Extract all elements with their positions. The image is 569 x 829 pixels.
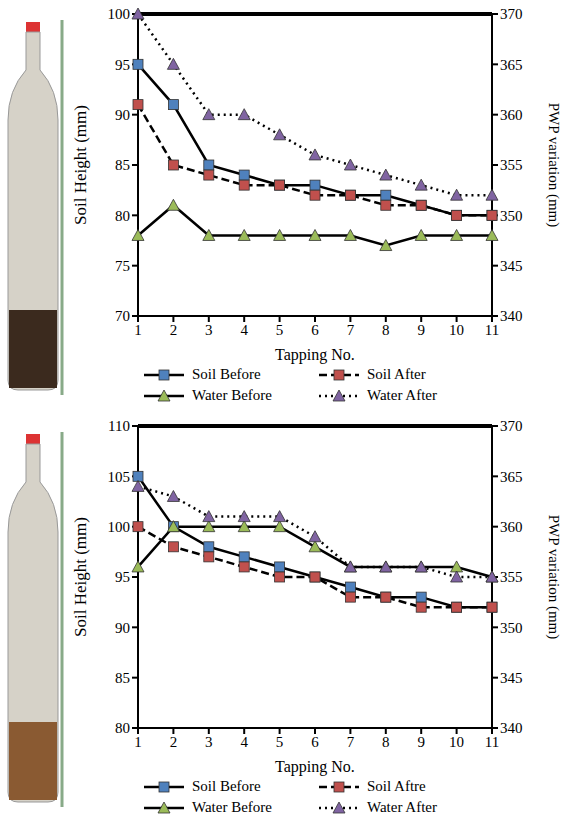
svg-text:6: 6 [311, 322, 319, 338]
svg-text:345: 345 [500, 670, 523, 686]
svg-text:9: 9 [417, 322, 425, 338]
svg-text:80: 80 [115, 720, 130, 736]
svg-text:11: 11 [485, 322, 499, 338]
html-text:Water Before: Water Before [192, 387, 272, 403]
svg-text:7: 7 [347, 734, 355, 750]
svg-text:340: 340 [500, 720, 523, 736]
svg-text:365: 365 [500, 57, 523, 73]
svg-text:355: 355 [500, 157, 523, 173]
html-text:Water Before: Water Before [192, 799, 272, 815]
svg-text:8: 8 [382, 322, 390, 338]
svg-text:75: 75 [115, 258, 130, 274]
svg-text:2: 2 [170, 322, 178, 338]
svg-text:Soil Height (mm): Soil Height (mm) [71, 517, 90, 637]
svg-text:1: 1 [134, 734, 142, 750]
svg-text:70: 70 [115, 308, 130, 324]
html-text:Soil Before: Soil Before [192, 366, 261, 382]
svg-text:11: 11 [485, 734, 499, 750]
svg-text:4: 4 [240, 322, 248, 338]
svg-text:10: 10 [449, 734, 464, 750]
svg-text:370: 370 [500, 418, 523, 434]
svg-text:3: 3 [205, 734, 213, 750]
svg-text:6: 6 [311, 734, 319, 750]
svg-text:85: 85 [115, 157, 130, 173]
svg-text:370: 370 [500, 6, 523, 22]
html-text:Soil Aftre: Soil Aftre [367, 778, 426, 794]
svg-text:2: 2 [170, 734, 178, 750]
svg-text:80: 80 [115, 208, 130, 224]
svg-text:4: 4 [240, 734, 248, 750]
svg-text:355: 355 [500, 569, 523, 585]
svg-text:Tapping No.: Tapping No. [275, 758, 355, 776]
svg-text:PWP variation (mm): PWP variation (mm) [545, 515, 562, 639]
svg-text:PWP variation (mm): PWP variation (mm) [545, 103, 562, 227]
svg-text:Soil Height (mm): Soil Height (mm) [71, 105, 90, 225]
svg-text:95: 95 [115, 57, 130, 73]
svg-text:360: 360 [500, 519, 523, 535]
html-text:Soil After: Soil After [367, 366, 426, 382]
html-text:Water After: Water After [367, 799, 437, 815]
svg-text:5: 5 [276, 734, 284, 750]
svg-text:100: 100 [108, 519, 131, 535]
svg-text:350: 350 [500, 208, 523, 224]
svg-text:7: 7 [347, 322, 355, 338]
svg-text:345: 345 [500, 258, 523, 274]
svg-text:340: 340 [500, 308, 523, 324]
svg-text:360: 360 [500, 107, 523, 123]
svg-text:90: 90 [115, 620, 130, 636]
svg-text:100: 100 [108, 6, 131, 22]
svg-text:350: 350 [500, 620, 523, 636]
svg-text:Tapping No.: Tapping No. [275, 346, 355, 364]
svg-text:110: 110 [108, 418, 130, 434]
svg-text:95: 95 [115, 569, 130, 585]
html-text:Water After: Water After [367, 387, 437, 403]
svg-text:365: 365 [500, 469, 523, 485]
svg-text:85: 85 [115, 670, 130, 686]
svg-text:10: 10 [449, 322, 464, 338]
svg-text:5: 5 [276, 322, 284, 338]
svg-text:105: 105 [108, 469, 131, 485]
svg-text:3: 3 [205, 322, 213, 338]
svg-text:90: 90 [115, 107, 130, 123]
svg-text:9: 9 [417, 734, 425, 750]
svg-text:1: 1 [134, 322, 142, 338]
html-text:Soil Before: Soil Before [192, 778, 261, 794]
svg-text:8: 8 [382, 734, 390, 750]
